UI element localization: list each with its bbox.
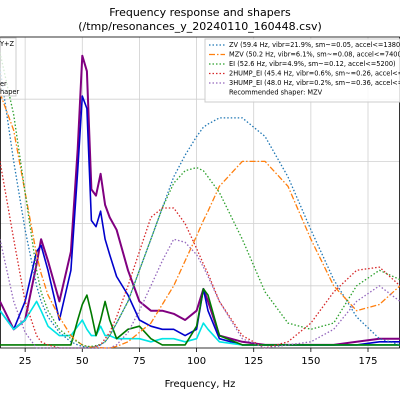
chart-subtitle: (/tmp/resonances_y_20240110_160448.csv) (78, 20, 322, 33)
legend-label: 3HUMP_EI (48.0 Hz, vibr=0.2%, sm~=0.36, … (229, 79, 400, 87)
series-line (0, 68, 400, 348)
legend-label: EI (52.6 Hz, vibr=4.9%, sm~=0.12, accel<… (229, 60, 396, 68)
series-line (0, 238, 400, 349)
x-tick-label: 150 (301, 356, 320, 367)
legend-fragment: er (0, 80, 7, 88)
legend-label: ZV (59.4 Hz, vibr=21.9%, sm~=0.05, accel… (229, 41, 400, 49)
legend-box (204, 38, 400, 103)
x-tick-label: 25 (19, 356, 32, 367)
series-line (0, 161, 400, 349)
x-tick-label: 125 (244, 356, 263, 367)
x-tick-label: 75 (133, 356, 146, 367)
x-axis-label: Frequency, Hz (165, 379, 236, 390)
legend-fragment: haper (0, 88, 19, 96)
legend-label: 2HUMP_EI (45.4 Hz, vibr=0.6%, sm~=0.26, … (229, 70, 400, 78)
series-line (0, 288, 400, 346)
legend-label: MZV (50.2 Hz, vibr=6.1%, sm~=0.08, accel… (229, 51, 400, 59)
legend-note: Recommended shaper: MZV (229, 89, 323, 97)
legend-box (0, 37, 17, 97)
series-line (0, 92, 400, 349)
chart-title: Frequency response and shapers (109, 6, 291, 19)
series-line (0, 52, 400, 348)
legend-fragment: Y+Z (0, 40, 15, 48)
x-tick-label: 50 (76, 356, 89, 367)
x-tick-label: 100 (187, 356, 206, 367)
x-tick-label: 175 (358, 356, 377, 367)
